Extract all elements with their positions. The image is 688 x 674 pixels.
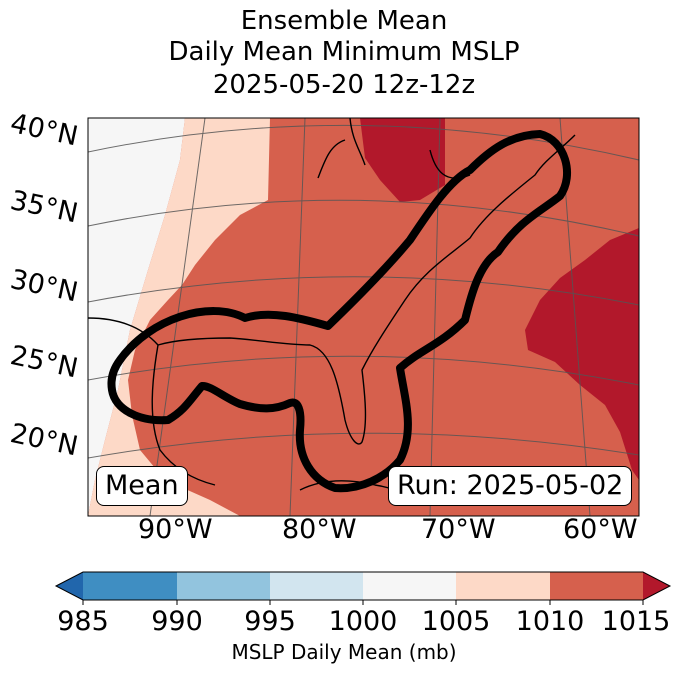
colorbar-bin-995 <box>270 572 363 600</box>
field-1015-lakes <box>360 118 445 202</box>
ensemble-contour <box>107 130 572 493</box>
colorbar-tick-990: 990 <box>151 606 203 637</box>
colorbar-extend-over <box>643 572 670 600</box>
colorbar-bin-1010 <box>550 572 643 600</box>
colorbar <box>54 571 672 605</box>
lon-label-70w: 70°W <box>421 514 496 545</box>
map-area <box>88 118 639 516</box>
colorbar-tick-1015: 1015 <box>601 606 671 637</box>
colorbar-tick-1010: 1010 <box>515 606 585 637</box>
colorbar-bin-990 <box>177 572 270 600</box>
map-frame <box>87 117 640 517</box>
colorbar-tick-995: 995 <box>244 606 296 637</box>
title-line-2: Daily Mean Minimum MSLP <box>168 37 520 67</box>
field-1005-band <box>88 118 270 516</box>
colorbar-tick-985: 985 <box>57 606 109 637</box>
lon-label-80w: 80°W <box>282 514 357 545</box>
colorbar-label: MSLP Daily Mean (mb) <box>231 640 457 664</box>
run-date-box: Run: 2025-05-02 <box>388 466 633 506</box>
colorbar-tick-1005: 1005 <box>421 606 491 637</box>
mean-label-box: Mean <box>96 466 188 506</box>
title-line-3: 2025-05-20 12z-12z <box>212 70 476 100</box>
colorbar-extend-under <box>56 572 83 600</box>
title-line-1: Ensemble Mean <box>240 6 448 36</box>
lon-label-90w: 90°W <box>138 514 213 545</box>
colorbar-bin-1000 <box>363 572 456 600</box>
lon-label-60w: 60°W <box>563 514 638 545</box>
colorbar-bin-1005 <box>456 572 550 600</box>
colorbar-bin-985 <box>83 572 177 600</box>
field-1000-band <box>88 118 185 516</box>
colorbar-tick-1000: 1000 <box>328 606 398 637</box>
